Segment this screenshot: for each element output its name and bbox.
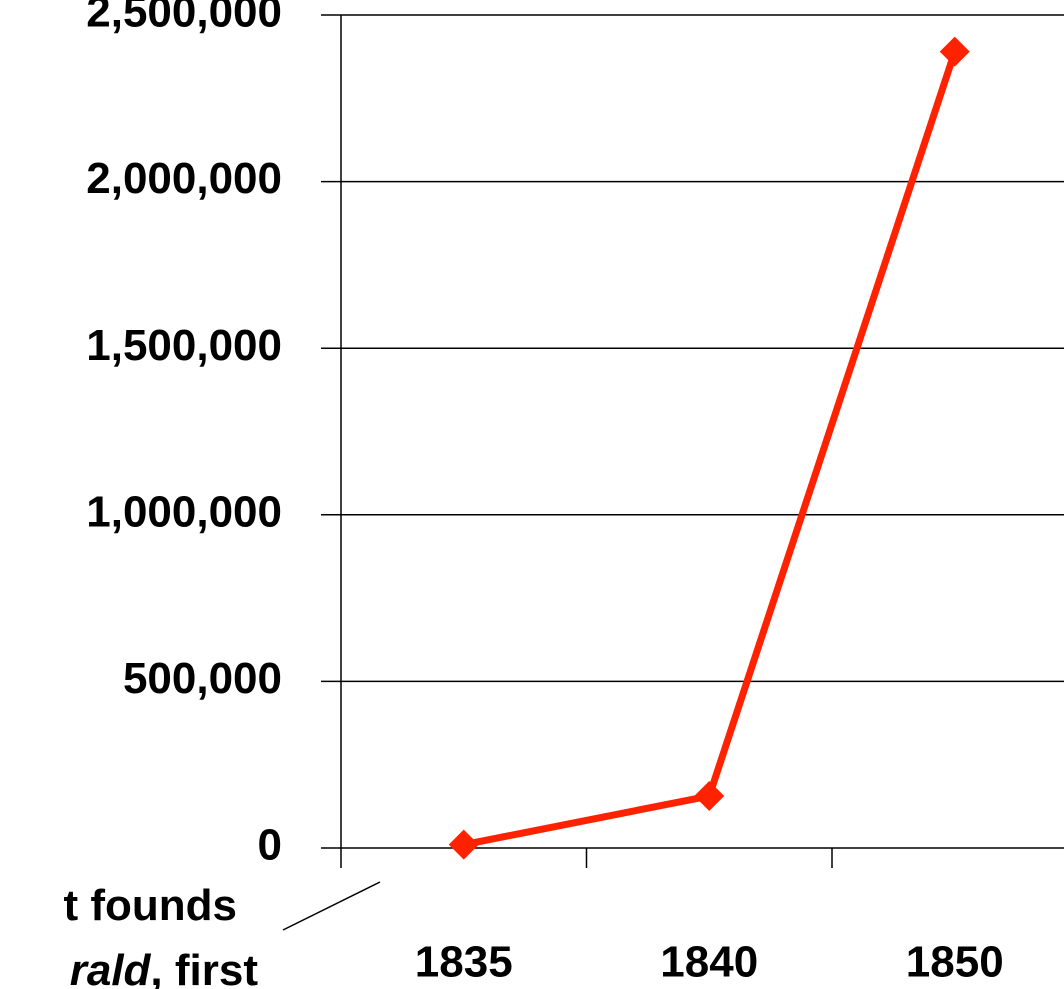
annotation-italic: rald (70, 946, 152, 989)
annotation-line: t founds (63, 881, 237, 930)
y-tick-label: 500,000 (123, 654, 282, 703)
x-tick-label: 1840 (660, 938, 758, 987)
y-tick-label: 1,500,000 (86, 321, 282, 370)
marker (694, 781, 725, 812)
y-tick-label: 0 (258, 821, 282, 870)
y-tick-label: 1,000,000 (86, 487, 282, 536)
x-tick-label: 1835 (415, 938, 513, 987)
annotation-leader (282, 881, 381, 931)
marker (939, 36, 970, 67)
y-tick-label: 2,500,000 (86, 0, 282, 37)
annotation-line: rald, first (70, 946, 259, 989)
y-tick-label: 2,000,000 (86, 154, 282, 203)
marker (448, 829, 479, 860)
annotation-text: , first (150, 946, 258, 989)
x-tick-label: 1850 (906, 938, 1004, 987)
line-series (463, 50, 959, 849)
